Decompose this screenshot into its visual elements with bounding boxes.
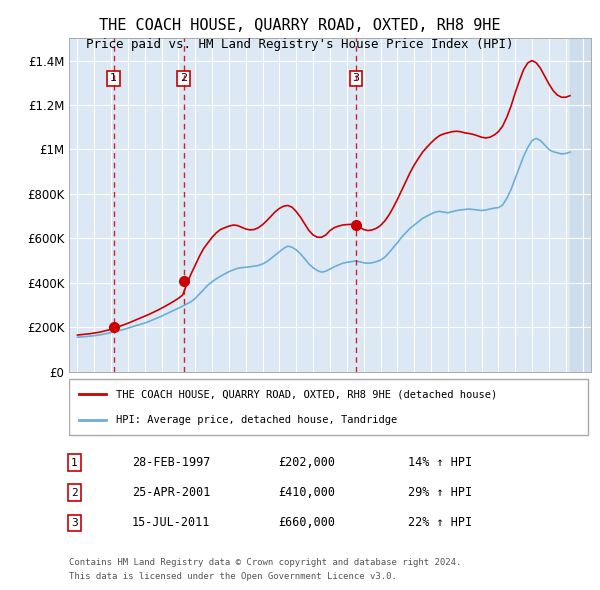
Text: 1: 1 <box>71 458 77 468</box>
Text: This data is licensed under the Open Government Licence v3.0.: This data is licensed under the Open Gov… <box>69 572 397 581</box>
Text: 25-APR-2001: 25-APR-2001 <box>131 486 210 499</box>
Text: 3: 3 <box>352 73 359 83</box>
Text: 22% ↑ HPI: 22% ↑ HPI <box>409 516 472 529</box>
Text: 28-FEB-1997: 28-FEB-1997 <box>131 456 210 469</box>
Text: 3: 3 <box>71 518 77 528</box>
Text: £202,000: £202,000 <box>278 456 335 469</box>
Text: THE COACH HOUSE, QUARRY ROAD, OXTED, RH8 9HE (detached house): THE COACH HOUSE, QUARRY ROAD, OXTED, RH8… <box>116 389 497 399</box>
Bar <box>570 38 591 372</box>
FancyBboxPatch shape <box>69 379 589 435</box>
Text: Price paid vs. HM Land Registry's House Price Index (HPI): Price paid vs. HM Land Registry's House … <box>86 38 514 51</box>
Text: 1: 1 <box>110 73 117 83</box>
Text: 2: 2 <box>180 73 187 83</box>
Text: 29% ↑ HPI: 29% ↑ HPI <box>409 486 472 499</box>
Text: HPI: Average price, detached house, Tandridge: HPI: Average price, detached house, Tand… <box>116 415 397 425</box>
Text: 14% ↑ HPI: 14% ↑ HPI <box>409 456 472 469</box>
Text: 15-JUL-2011: 15-JUL-2011 <box>131 516 210 529</box>
Text: £660,000: £660,000 <box>278 516 335 529</box>
Text: THE COACH HOUSE, QUARRY ROAD, OXTED, RH8 9HE: THE COACH HOUSE, QUARRY ROAD, OXTED, RH8… <box>99 18 501 32</box>
Text: £410,000: £410,000 <box>278 486 335 499</box>
Text: 2: 2 <box>71 488 77 498</box>
Text: Contains HM Land Registry data © Crown copyright and database right 2024.: Contains HM Land Registry data © Crown c… <box>69 558 461 566</box>
